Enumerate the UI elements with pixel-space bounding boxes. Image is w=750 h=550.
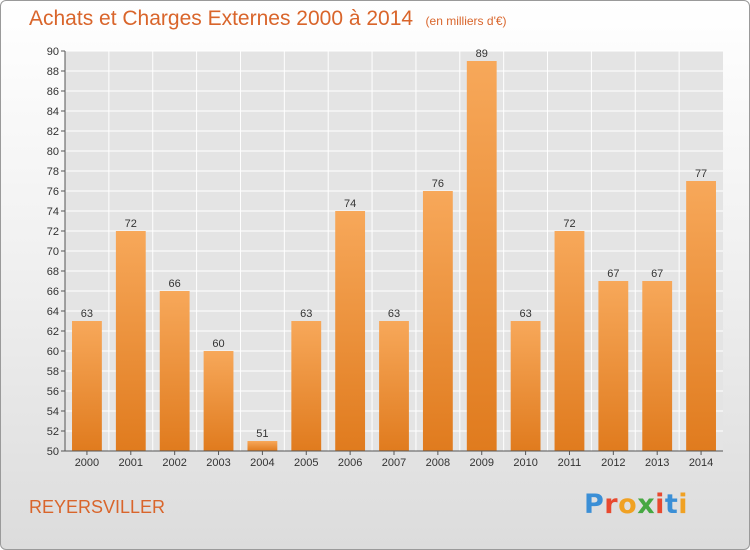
value-label-2006: 74 — [344, 198, 356, 210]
y-tick-label: 76 — [47, 186, 59, 198]
value-label-2009: 89 — [476, 48, 488, 60]
value-label-2002: 66 — [169, 278, 181, 290]
bar-2012 — [598, 281, 629, 451]
logo-letter: x — [637, 489, 656, 520]
value-label-2005: 63 — [300, 308, 312, 320]
logo-letter: t — [664, 489, 679, 520]
bar-2004 — [247, 441, 278, 451]
y-tick-label: 88 — [47, 66, 59, 78]
y-tick-label: 68 — [47, 266, 59, 278]
y-tick-label: 78 — [47, 166, 59, 178]
x-tick-label-2007: 2007 — [382, 457, 406, 469]
bar-2009 — [466, 61, 497, 451]
x-tick-label-2011: 2011 — [558, 457, 582, 469]
bar-2014 — [686, 181, 716, 451]
x-tick-label-2012: 2012 — [601, 457, 625, 469]
logo-letter: o — [618, 489, 638, 520]
bar-2002 — [159, 291, 190, 451]
value-label-2011: 72 — [563, 218, 575, 230]
y-tick-label: 66 — [47, 286, 59, 298]
x-tick-label-2008: 2008 — [426, 457, 450, 469]
x-tick-label-2006: 2006 — [338, 457, 362, 469]
y-tick-label: 70 — [47, 246, 59, 258]
y-tick-label: 58 — [47, 366, 59, 378]
logo-letter: P — [584, 489, 605, 520]
bar-2005 — [291, 321, 322, 451]
bars-layer — [72, 61, 716, 451]
value-label-2012: 67 — [607, 268, 619, 280]
x-tick-label-2013: 2013 — [645, 457, 669, 469]
x-tick-label-2005: 2005 — [294, 457, 318, 469]
y-tick-label: 82 — [47, 126, 59, 138]
proxiti-logo[interactable]: Proxiti — [584, 489, 688, 520]
bar-2001 — [115, 231, 146, 451]
value-label-2007: 63 — [388, 308, 400, 320]
x-tick-label-2002: 2002 — [162, 457, 186, 469]
value-label-2014: 77 — [695, 168, 707, 180]
bar-2006 — [335, 211, 366, 451]
y-tick-label: 60 — [47, 346, 59, 358]
chart-title: Achats et Charges Externes 2000 à 2014 — [29, 7, 414, 30]
bar-2013 — [642, 281, 673, 451]
logo-letter: i — [655, 489, 665, 520]
commune-name: REYERSVILLER — [29, 497, 166, 517]
bar-2008 — [422, 191, 453, 451]
value-label-2013: 67 — [651, 268, 663, 280]
logo-letter: r — [604, 489, 619, 520]
bar-2007 — [379, 321, 409, 451]
y-tick-label: 74 — [47, 206, 59, 218]
bar-2000 — [72, 321, 102, 451]
x-tick-label-2009: 2009 — [469, 457, 493, 469]
bar-2010 — [510, 321, 541, 451]
x-tick-label-2003: 2003 — [206, 457, 230, 469]
y-tick-label: 54 — [47, 406, 59, 418]
value-label-2000: 63 — [81, 308, 93, 320]
x-tick-label-2004: 2004 — [250, 457, 274, 469]
y-tick-label: 62 — [47, 326, 59, 338]
y-tick-label: 90 — [47, 46, 59, 58]
y-tick-label: 86 — [47, 86, 59, 98]
labels-layer: 50 52 54 56 58 60 62 64 66 68 70 72 74 76 78 80 82 84 86 88… — [47, 46, 714, 469]
x-tick-label-2001: 2001 — [119, 457, 143, 469]
value-label-2008: 76 — [432, 178, 444, 190]
bar-2011 — [554, 231, 585, 451]
axes-layer — [61, 50, 723, 455]
x-tick-label-2010: 2010 — [513, 457, 537, 469]
y-tick-label: 50 — [47, 446, 59, 458]
y-tick-label: 64 — [47, 306, 59, 318]
y-tick-label: 80 — [47, 146, 59, 158]
y-tick-label: 52 — [47, 426, 59, 438]
x-tick-label-2014: 2014 — [689, 457, 713, 469]
value-label-2010: 63 — [519, 308, 531, 320]
value-label-2003: 60 — [212, 338, 224, 350]
bar-2003 — [203, 351, 234, 451]
chart-unit: (en milliers d'€) — [425, 14, 507, 28]
logo-letter: i — [678, 489, 689, 520]
y-tick-label: 56 — [47, 386, 59, 398]
x-tick-label-2000: 2000 — [75, 457, 99, 469]
y-tick-label: 84 — [47, 106, 59, 118]
title-row: Achats et Charges Externes 2000 à 2014 (… — [29, 7, 507, 31]
value-label-2004: 51 — [256, 428, 268, 440]
y-tick-label: 72 — [47, 226, 59, 238]
value-label-2001: 72 — [125, 218, 137, 230]
